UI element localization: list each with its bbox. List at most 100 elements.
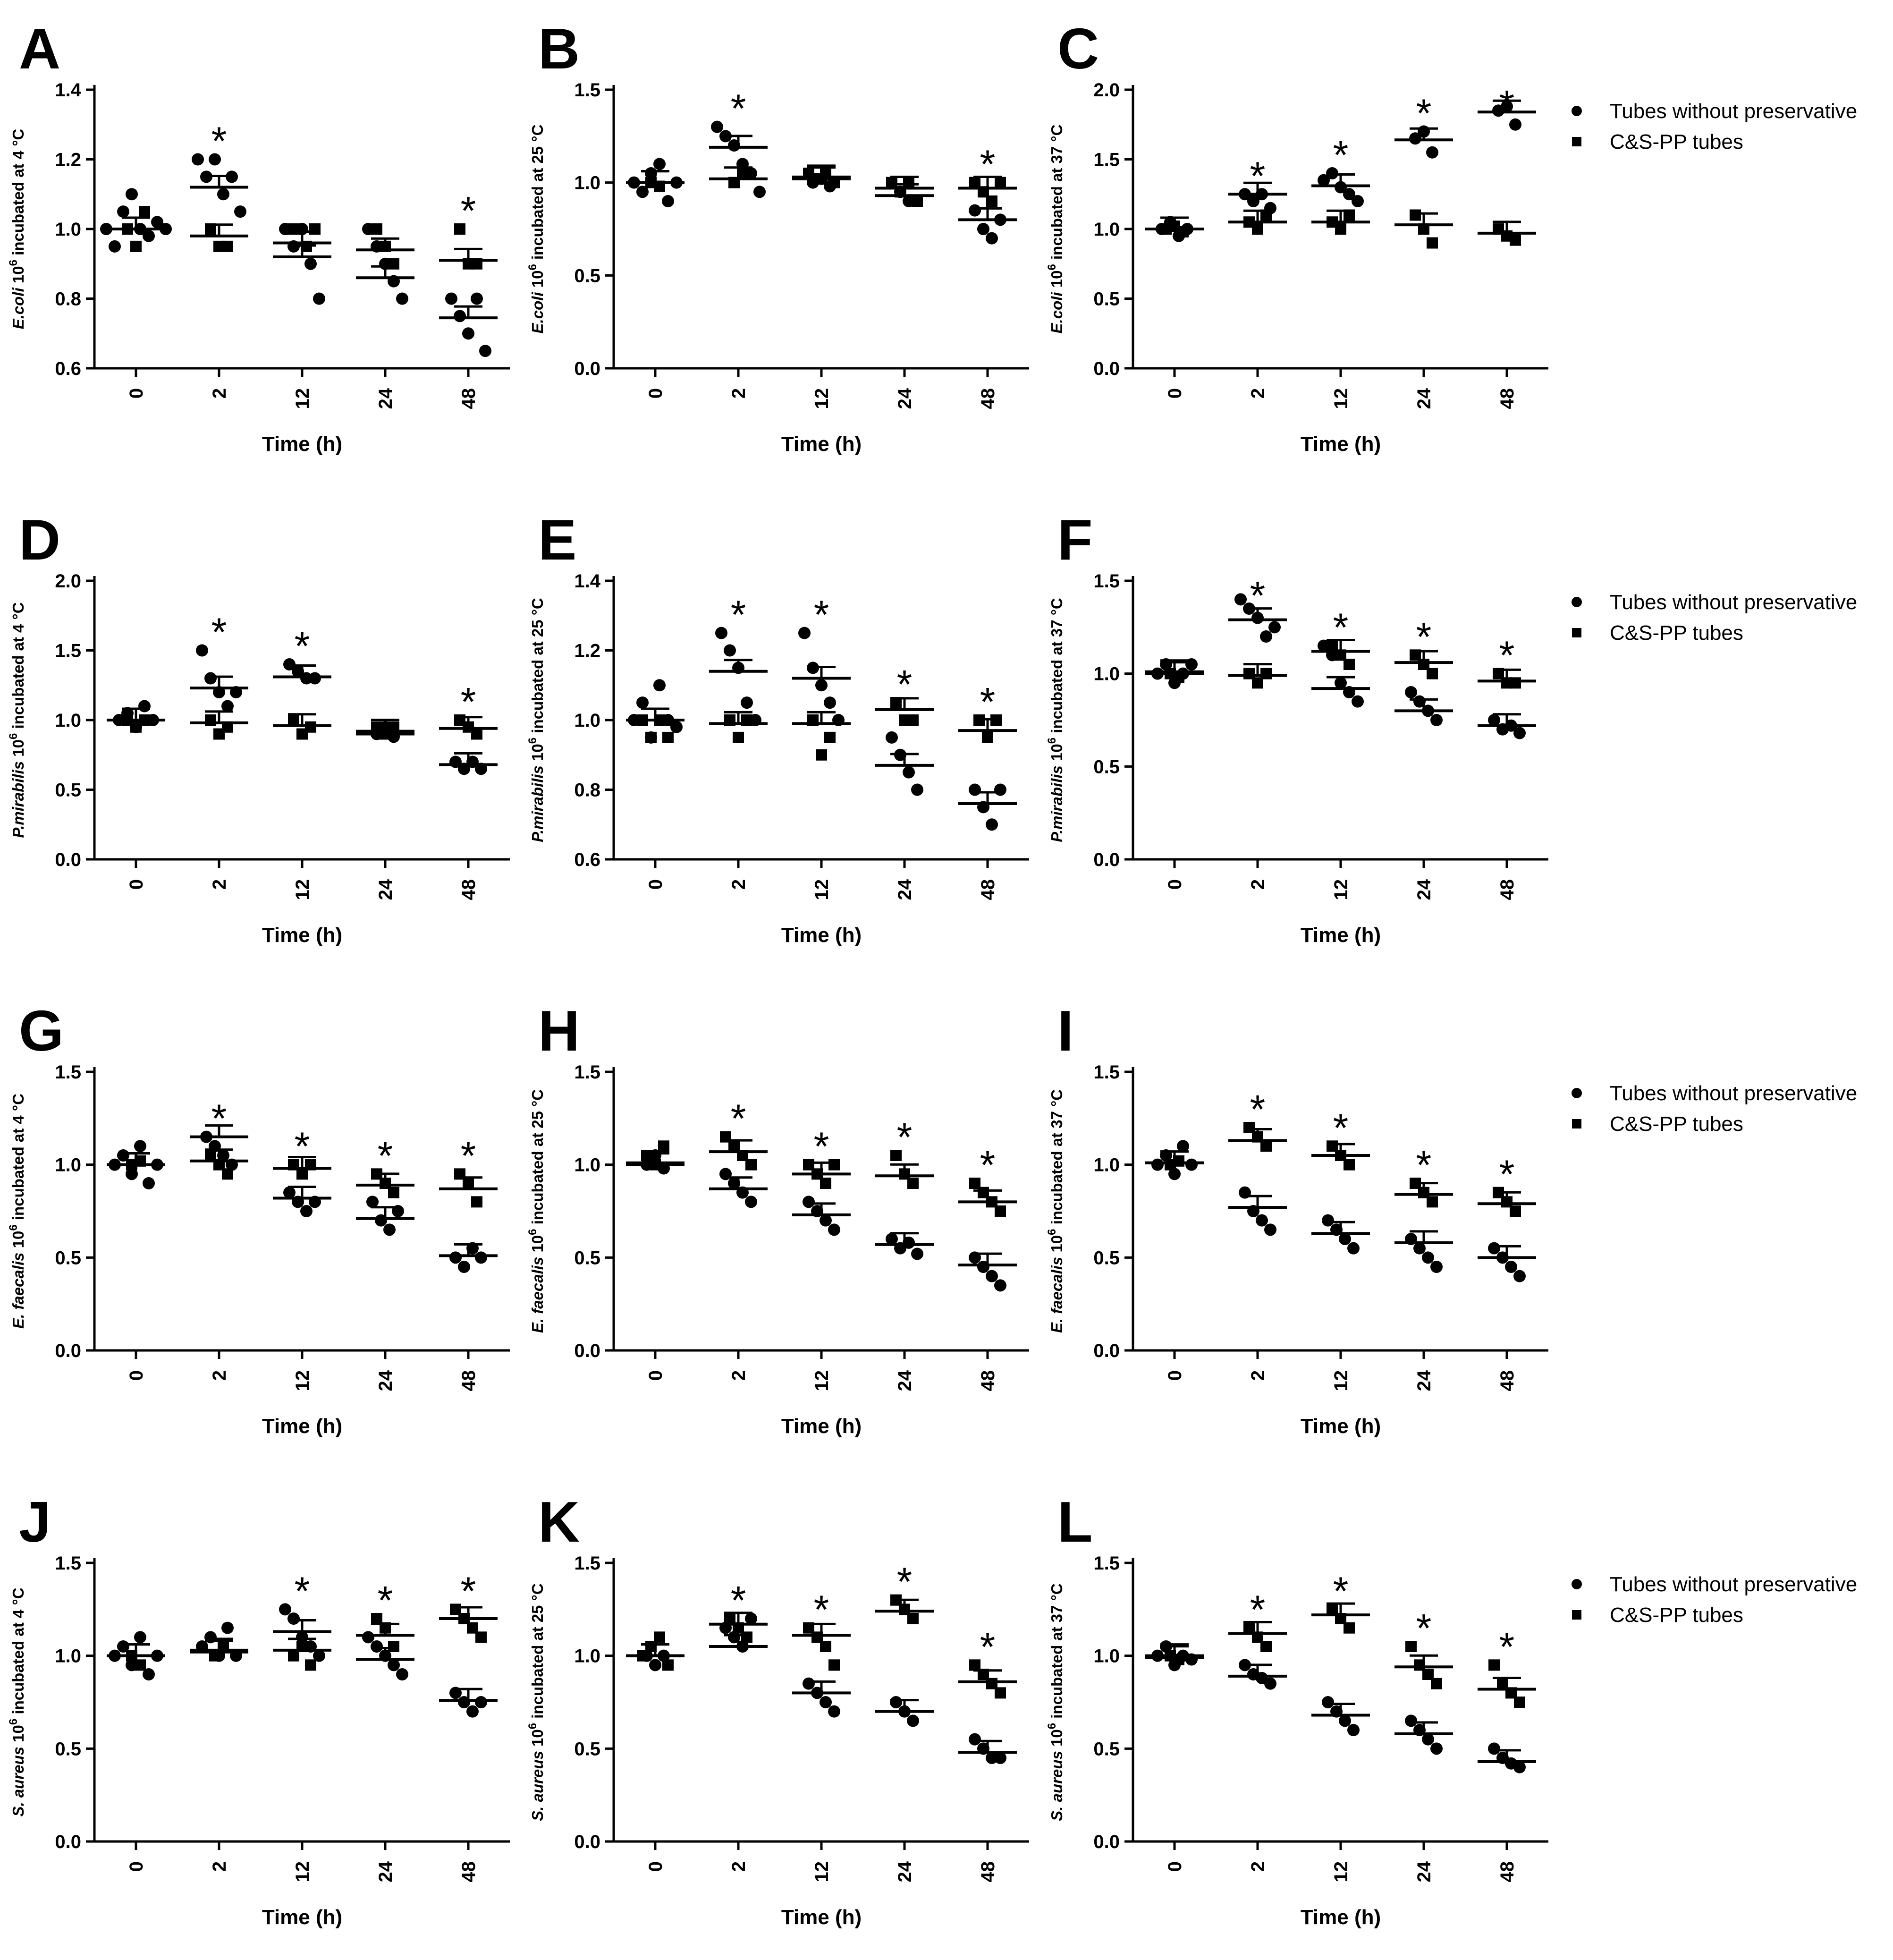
y-tick-label: 1.0 xyxy=(1093,664,1120,685)
data-point-square xyxy=(1252,223,1263,235)
y-tick-label: 1.0 xyxy=(1093,219,1120,240)
data-point-circle xyxy=(994,783,1006,796)
data-point-circle xyxy=(388,1659,400,1672)
data-point-square xyxy=(1427,668,1438,679)
data-point-square xyxy=(1260,668,1272,679)
data-point-square xyxy=(1510,1205,1521,1217)
x-tick-label: 12 xyxy=(811,388,832,409)
data-point-circle xyxy=(1430,1742,1443,1755)
data-point-square xyxy=(907,1613,919,1624)
significance-star: * xyxy=(731,593,746,637)
data-point-square xyxy=(654,1631,665,1643)
x-tick-label: 24 xyxy=(895,1370,915,1391)
data-point-circle xyxy=(1318,174,1330,187)
x-tick-label: 2 xyxy=(1248,388,1268,399)
x-tick-label: 48 xyxy=(978,1861,998,1883)
x-tick-label: 0 xyxy=(126,1370,147,1381)
significance-star: * xyxy=(814,593,829,637)
y-tick-label: 1.0 xyxy=(574,710,600,731)
data-point-circle xyxy=(449,1251,462,1264)
data-point-square xyxy=(1510,234,1521,246)
data-point-circle xyxy=(192,153,204,166)
x-tick-label: 24 xyxy=(375,388,396,409)
significance-star: * xyxy=(1333,1569,1349,1613)
panel-I: I 0.0 0.5 1.0 1.5 0 2 12 24 48 Time (h) E. faecalis… xyxy=(1046,999,1548,1438)
data-point-square xyxy=(135,1659,146,1671)
data-point-circle xyxy=(109,240,121,253)
x-tick-label: 24 xyxy=(1414,879,1435,900)
data-point-circle xyxy=(217,188,229,201)
x-axis-title: Time (h) xyxy=(262,1415,342,1438)
significance-star: * xyxy=(378,1133,393,1178)
data-point-circle xyxy=(100,223,112,235)
data-point-circle xyxy=(1405,686,1417,698)
x-axis-title: Time (h) xyxy=(1301,1415,1381,1438)
significance-star: * xyxy=(461,188,476,233)
legend-circle-marker xyxy=(1572,1579,1582,1589)
significance-star: * xyxy=(1333,1105,1349,1150)
x-tick-label: 0 xyxy=(645,1370,666,1381)
panel-F: F 0.0 0.5 1.0 1.5 0 2 12 24 48 Time (h) P.mirabilis… xyxy=(1046,508,1548,947)
x-tick-label: 2 xyxy=(728,879,749,890)
panel-G: G 0.0 0.5 1.0 1.5 0 2 12 24 48 Time (h) E. faecalis… xyxy=(7,999,510,1438)
significance-star: * xyxy=(211,119,227,163)
data-point-circle xyxy=(221,1621,234,1634)
x-tick-label: 48 xyxy=(458,1861,479,1883)
data-point-square xyxy=(816,749,827,761)
x-axis-title: Time (h) xyxy=(781,433,862,456)
y-tick-label: 1.2 xyxy=(55,150,81,170)
y-axis-title: S. aureus 106 incubated at 25 °C xyxy=(526,1583,546,1821)
data-point-circle xyxy=(890,1696,902,1708)
data-point-square xyxy=(222,1168,233,1180)
data-point-circle xyxy=(1352,195,1364,207)
data-point-circle xyxy=(649,1659,661,1672)
significance-star: * xyxy=(461,1569,476,1613)
panel-letter: L xyxy=(1057,1490,1093,1554)
y-tick-label: 1.5 xyxy=(1093,1062,1120,1083)
y-axis-title: E. faecalis 106 incubated at 4 °C xyxy=(7,1094,27,1329)
data-point-circle xyxy=(1413,1242,1426,1255)
y-axis-title: S. aureus 106 incubated at 4 °C xyxy=(7,1587,27,1816)
y-tick-label: 1.0 xyxy=(574,1155,600,1176)
data-point-circle xyxy=(977,223,989,235)
data-point-square xyxy=(995,177,1006,188)
y-tick-label: 1.5 xyxy=(1093,150,1120,170)
x-tick-label: 24 xyxy=(895,879,915,900)
y-tick-label: 1.5 xyxy=(574,1062,600,1083)
data-point-circle xyxy=(126,188,138,201)
data-point-circle xyxy=(396,292,408,305)
significance-star: * xyxy=(1333,605,1349,650)
data-point-circle xyxy=(1256,1214,1268,1227)
panel-E: E 0.6 0.8 1.0 1.2 1.4 0 2 12 24 48 Time (h) P.mirabi… xyxy=(526,508,1029,947)
data-point-square xyxy=(907,714,919,726)
data-point-circle xyxy=(1505,1261,1517,1273)
data-point-circle xyxy=(1185,1158,1198,1171)
data-point-circle xyxy=(711,120,723,133)
legend-square-label: C&S-PP tubes xyxy=(1610,130,1743,153)
y-tick-label: 0.5 xyxy=(55,1739,81,1759)
data-point-circle xyxy=(1513,727,1526,739)
significance-star: * xyxy=(897,1560,913,1604)
y-axis-title: P.mirabilis 106 incubated at 37 °C xyxy=(1046,598,1065,842)
data-point-circle xyxy=(366,1196,379,1208)
x-tick-label: 0 xyxy=(645,879,666,890)
y-axis-title: E.coli 106 incubated at 25 °C xyxy=(526,125,546,334)
data-point-circle xyxy=(117,205,129,218)
y-tick-label: 1.0 xyxy=(1093,1646,1120,1667)
data-point-circle xyxy=(1509,118,1521,131)
data-point-square xyxy=(388,258,399,270)
panel-A: A 0.6 0.8 1.0 1.2 1.4 0 2 12 24 48 Time (h) E.coli 1… xyxy=(7,17,510,456)
x-axis-title: Time (h) xyxy=(262,1906,342,1929)
x-axis-title: Time (h) xyxy=(781,924,862,947)
data-point-square xyxy=(824,731,836,743)
significance-star: * xyxy=(814,1124,829,1169)
y-axis-title: E. faecalis 106 incubated at 37 °C xyxy=(1046,1089,1065,1333)
panel-letter: G xyxy=(19,999,64,1063)
y-tick-label: 0.5 xyxy=(1093,1247,1120,1268)
data-point-square xyxy=(305,1659,316,1671)
data-point-circle xyxy=(741,696,753,709)
x-tick-label: 0 xyxy=(645,1861,666,1872)
x-tick-label: 24 xyxy=(375,879,396,900)
legend-square-label: C&S-PP tubes xyxy=(1610,1112,1743,1136)
